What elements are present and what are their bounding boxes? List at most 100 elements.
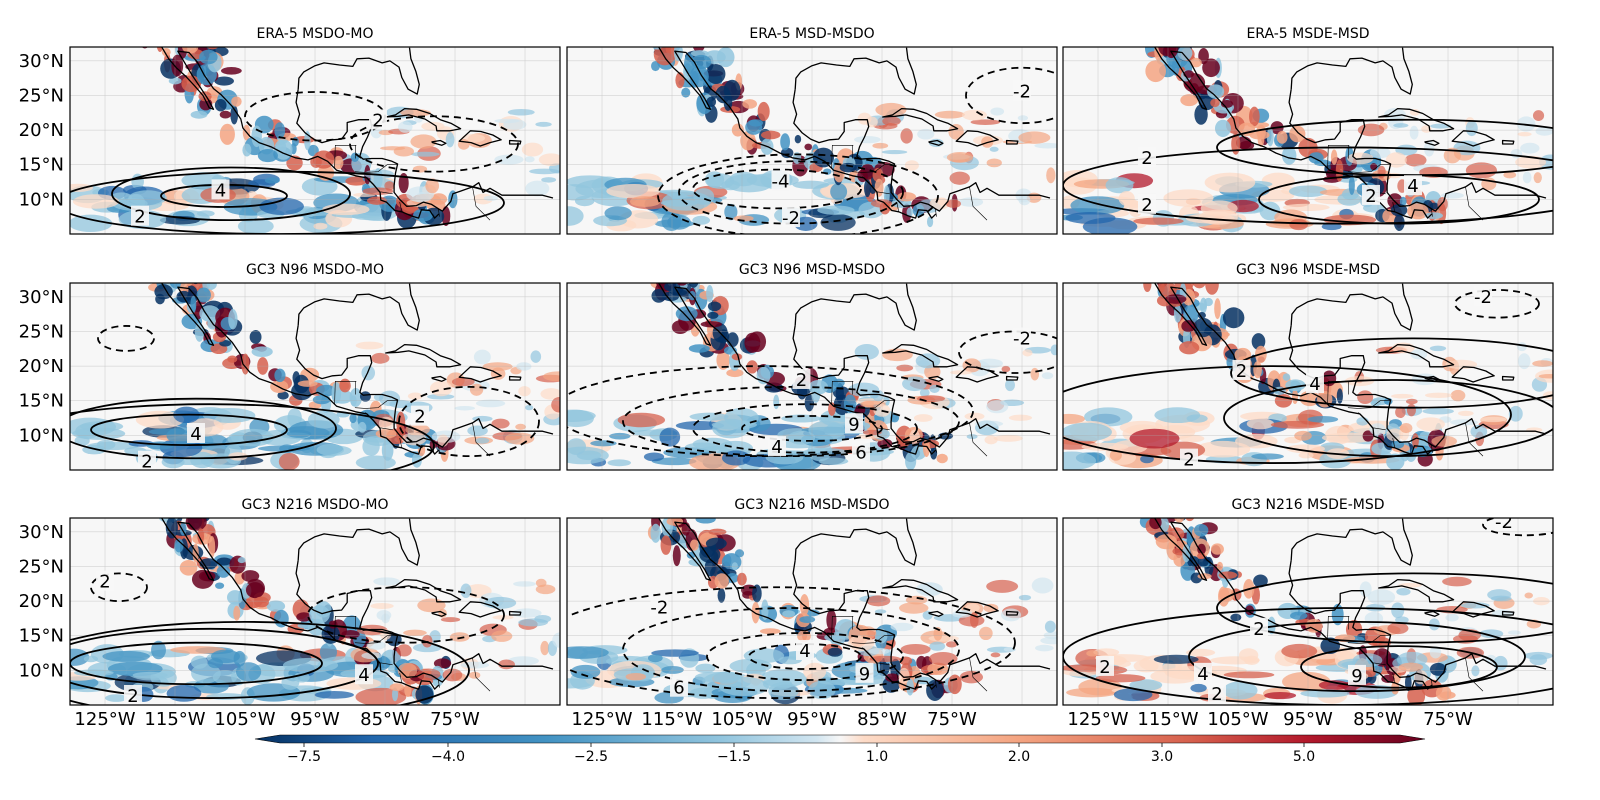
contour-line — [97, 325, 155, 352]
anomaly-cell — [1490, 595, 1512, 602]
panel-frame — [566, 46, 1058, 235]
anomaly-cell — [993, 434, 1023, 442]
anomaly-cell — [692, 47, 705, 53]
anomaly-cell — [179, 560, 198, 576]
anomaly-cell — [704, 559, 716, 577]
anomaly-cell — [723, 554, 732, 567]
contour-label: 2 — [372, 110, 383, 131]
latitude-tick-label: 25°N — [19, 321, 64, 342]
anomaly-cell — [695, 663, 716, 674]
anomaly-cell — [919, 388, 930, 398]
anomaly-cell — [1517, 131, 1532, 137]
anomaly-cell — [286, 429, 312, 438]
anomaly-cell — [167, 493, 183, 515]
anomaly-cell — [1133, 217, 1184, 225]
anomaly-cell — [1179, 341, 1200, 355]
anomaly-cell — [1465, 120, 1478, 137]
anomaly-cell — [1008, 414, 1033, 421]
anomaly-cell — [541, 177, 557, 183]
anomaly-cell — [659, 427, 681, 447]
anomaly-cell — [312, 395, 331, 405]
anomaly-cell — [1246, 418, 1275, 430]
anomaly-cell — [827, 647, 843, 657]
anomaly-cell — [1289, 125, 1306, 143]
anomaly-cell — [870, 199, 893, 208]
anomaly-cell — [551, 397, 560, 413]
anomaly-cell — [286, 155, 303, 171]
anomaly-cell — [473, 349, 491, 365]
gridlines — [70, 47, 560, 234]
contour-line — [622, 385, 960, 458]
latitude-tick-label: 25°N — [19, 556, 64, 577]
anomaly-cell — [83, 655, 99, 663]
anomaly-cell — [652, 47, 663, 50]
anomaly-cell — [1190, 683, 1207, 693]
panel-frame — [566, 517, 1058, 706]
contour-label: 2 — [141, 452, 152, 473]
anomaly-cell — [397, 662, 418, 679]
anomaly-cell — [1429, 345, 1447, 352]
contour-line — [1454, 289, 1540, 319]
anomaly-cell — [933, 626, 943, 641]
anomaly-cell — [872, 142, 889, 149]
anomaly-cell — [673, 47, 683, 62]
anomaly-cell — [1471, 665, 1480, 677]
anomaly-cell — [803, 662, 827, 681]
anomaly-cell — [913, 414, 933, 422]
anomaly-cell — [706, 96, 717, 108]
anomaly-cell — [407, 392, 423, 400]
anomaly-cell — [692, 36, 699, 46]
anomaly-cell — [73, 669, 114, 677]
contour-label-bg — [792, 368, 811, 389]
anomaly-cell — [962, 358, 982, 373]
anomaly-cell — [415, 685, 434, 704]
anomaly-cell — [1404, 153, 1427, 167]
contour-label-bg — [796, 639, 814, 660]
anomaly-cell — [700, 321, 723, 328]
anomaly-field — [1063, 47, 1553, 234]
anomaly-cell — [179, 522, 187, 536]
anomaly-cell — [216, 565, 231, 578]
anomaly-cell — [1063, 451, 1096, 470]
contour-line — [748, 643, 862, 670]
anomaly-cell — [1159, 518, 1170, 533]
contour-label: -2 — [1474, 287, 1492, 308]
contour-label: 4 — [358, 665, 369, 686]
anomaly-cell — [237, 557, 246, 564]
anomaly-cell — [442, 668, 463, 682]
latitude-tick-label: 30°N — [19, 51, 64, 72]
anomaly-cell — [721, 450, 751, 466]
anomaly-cell — [1345, 620, 1363, 640]
panel-content: 4 2 2 — [70, 47, 560, 234]
anomaly-cell — [1158, 498, 1173, 516]
anomaly-cell — [361, 365, 376, 381]
map-panel: GC3 N216 MSDO-MO 2 2 4 — [69, 493, 561, 706]
anomaly-cell — [843, 394, 857, 413]
anomaly-cell — [174, 538, 184, 553]
anomaly-cell — [567, 175, 615, 189]
anomaly-cell — [1391, 602, 1405, 619]
contour-label: 9 — [1351, 666, 1362, 687]
anomaly-cell — [976, 358, 1003, 369]
anomaly-cell — [631, 25, 651, 40]
longitude-tick-label: 85°W — [360, 709, 410, 730]
anomaly-cell — [1154, 504, 1171, 514]
anomaly-cell — [1093, 648, 1120, 657]
contour-label: 2 — [1236, 361, 1247, 382]
contour-line — [1188, 620, 1526, 693]
anomaly-cell — [1204, 297, 1213, 307]
anomaly-cell — [1041, 372, 1054, 380]
longitude-tick-label: 115°W — [144, 709, 205, 730]
anomaly-cell — [1086, 650, 1099, 657]
anomaly-cell — [171, 506, 191, 513]
anomaly-cell — [780, 133, 790, 151]
anomaly-cell — [72, 194, 120, 209]
anomaly-cell — [625, 672, 647, 681]
contour-line — [692, 168, 862, 210]
latitude-labels: 30°N 25°N 20°N 15°N 10°N 30°N 25°N 20°N 15°N 10°N… — [19, 51, 64, 682]
anomaly-cell — [1510, 148, 1523, 159]
coastlines — [657, 283, 1051, 455]
anomaly-cell — [686, 47, 694, 48]
contour-label-bg — [771, 170, 790, 191]
anomaly-cell — [609, 432, 631, 440]
